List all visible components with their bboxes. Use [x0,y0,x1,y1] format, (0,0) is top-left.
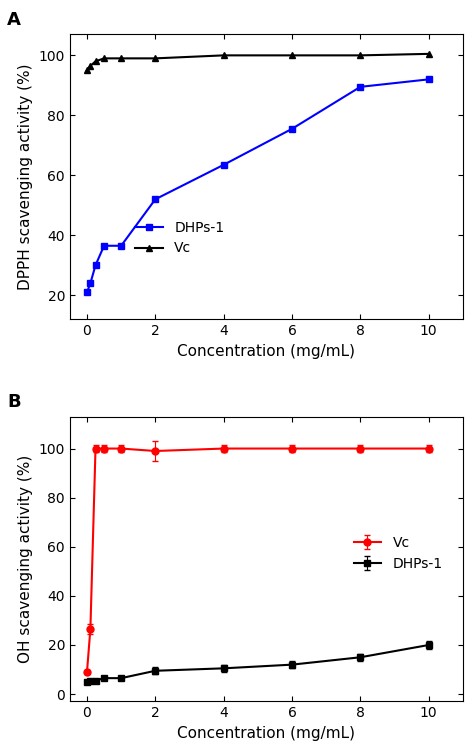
Vc [357,51,363,60]
DHPs-1 [153,195,158,204]
DHPs-1 [221,160,227,169]
DHPs-1 [93,261,99,270]
Vc [84,66,90,75]
Text: A: A [7,11,21,29]
Vc [289,51,295,60]
DHPs-1 [118,241,124,250]
DHPs-1 [357,82,363,91]
Legend: DHPs-1, Vc: DHPs-1, Vc [130,215,230,261]
Vc [88,62,93,71]
Vc [221,51,227,60]
Vc [93,57,99,66]
Vc [153,54,158,63]
X-axis label: Concentration (mg/mL): Concentration (mg/mL) [177,726,356,741]
Vc [426,50,431,59]
Vc [118,54,124,63]
DHPs-1 [101,241,107,250]
Text: B: B [7,393,21,411]
Legend: Vc, DHPs-1: Vc, DHPs-1 [348,530,448,576]
DHPs-1 [289,124,295,133]
Y-axis label: DPPH scavenging activity (%): DPPH scavenging activity (%) [18,64,33,290]
X-axis label: Concentration (mg/mL): Concentration (mg/mL) [177,344,356,359]
DHPs-1 [84,288,90,297]
DHPs-1 [88,279,93,288]
DHPs-1 [426,75,431,84]
Line: DHPs-1: DHPs-1 [83,76,432,296]
Vc [101,54,107,63]
Line: Vc: Vc [83,50,432,74]
Y-axis label: OH scavenging activity (%): OH scavenging activity (%) [18,455,33,663]
